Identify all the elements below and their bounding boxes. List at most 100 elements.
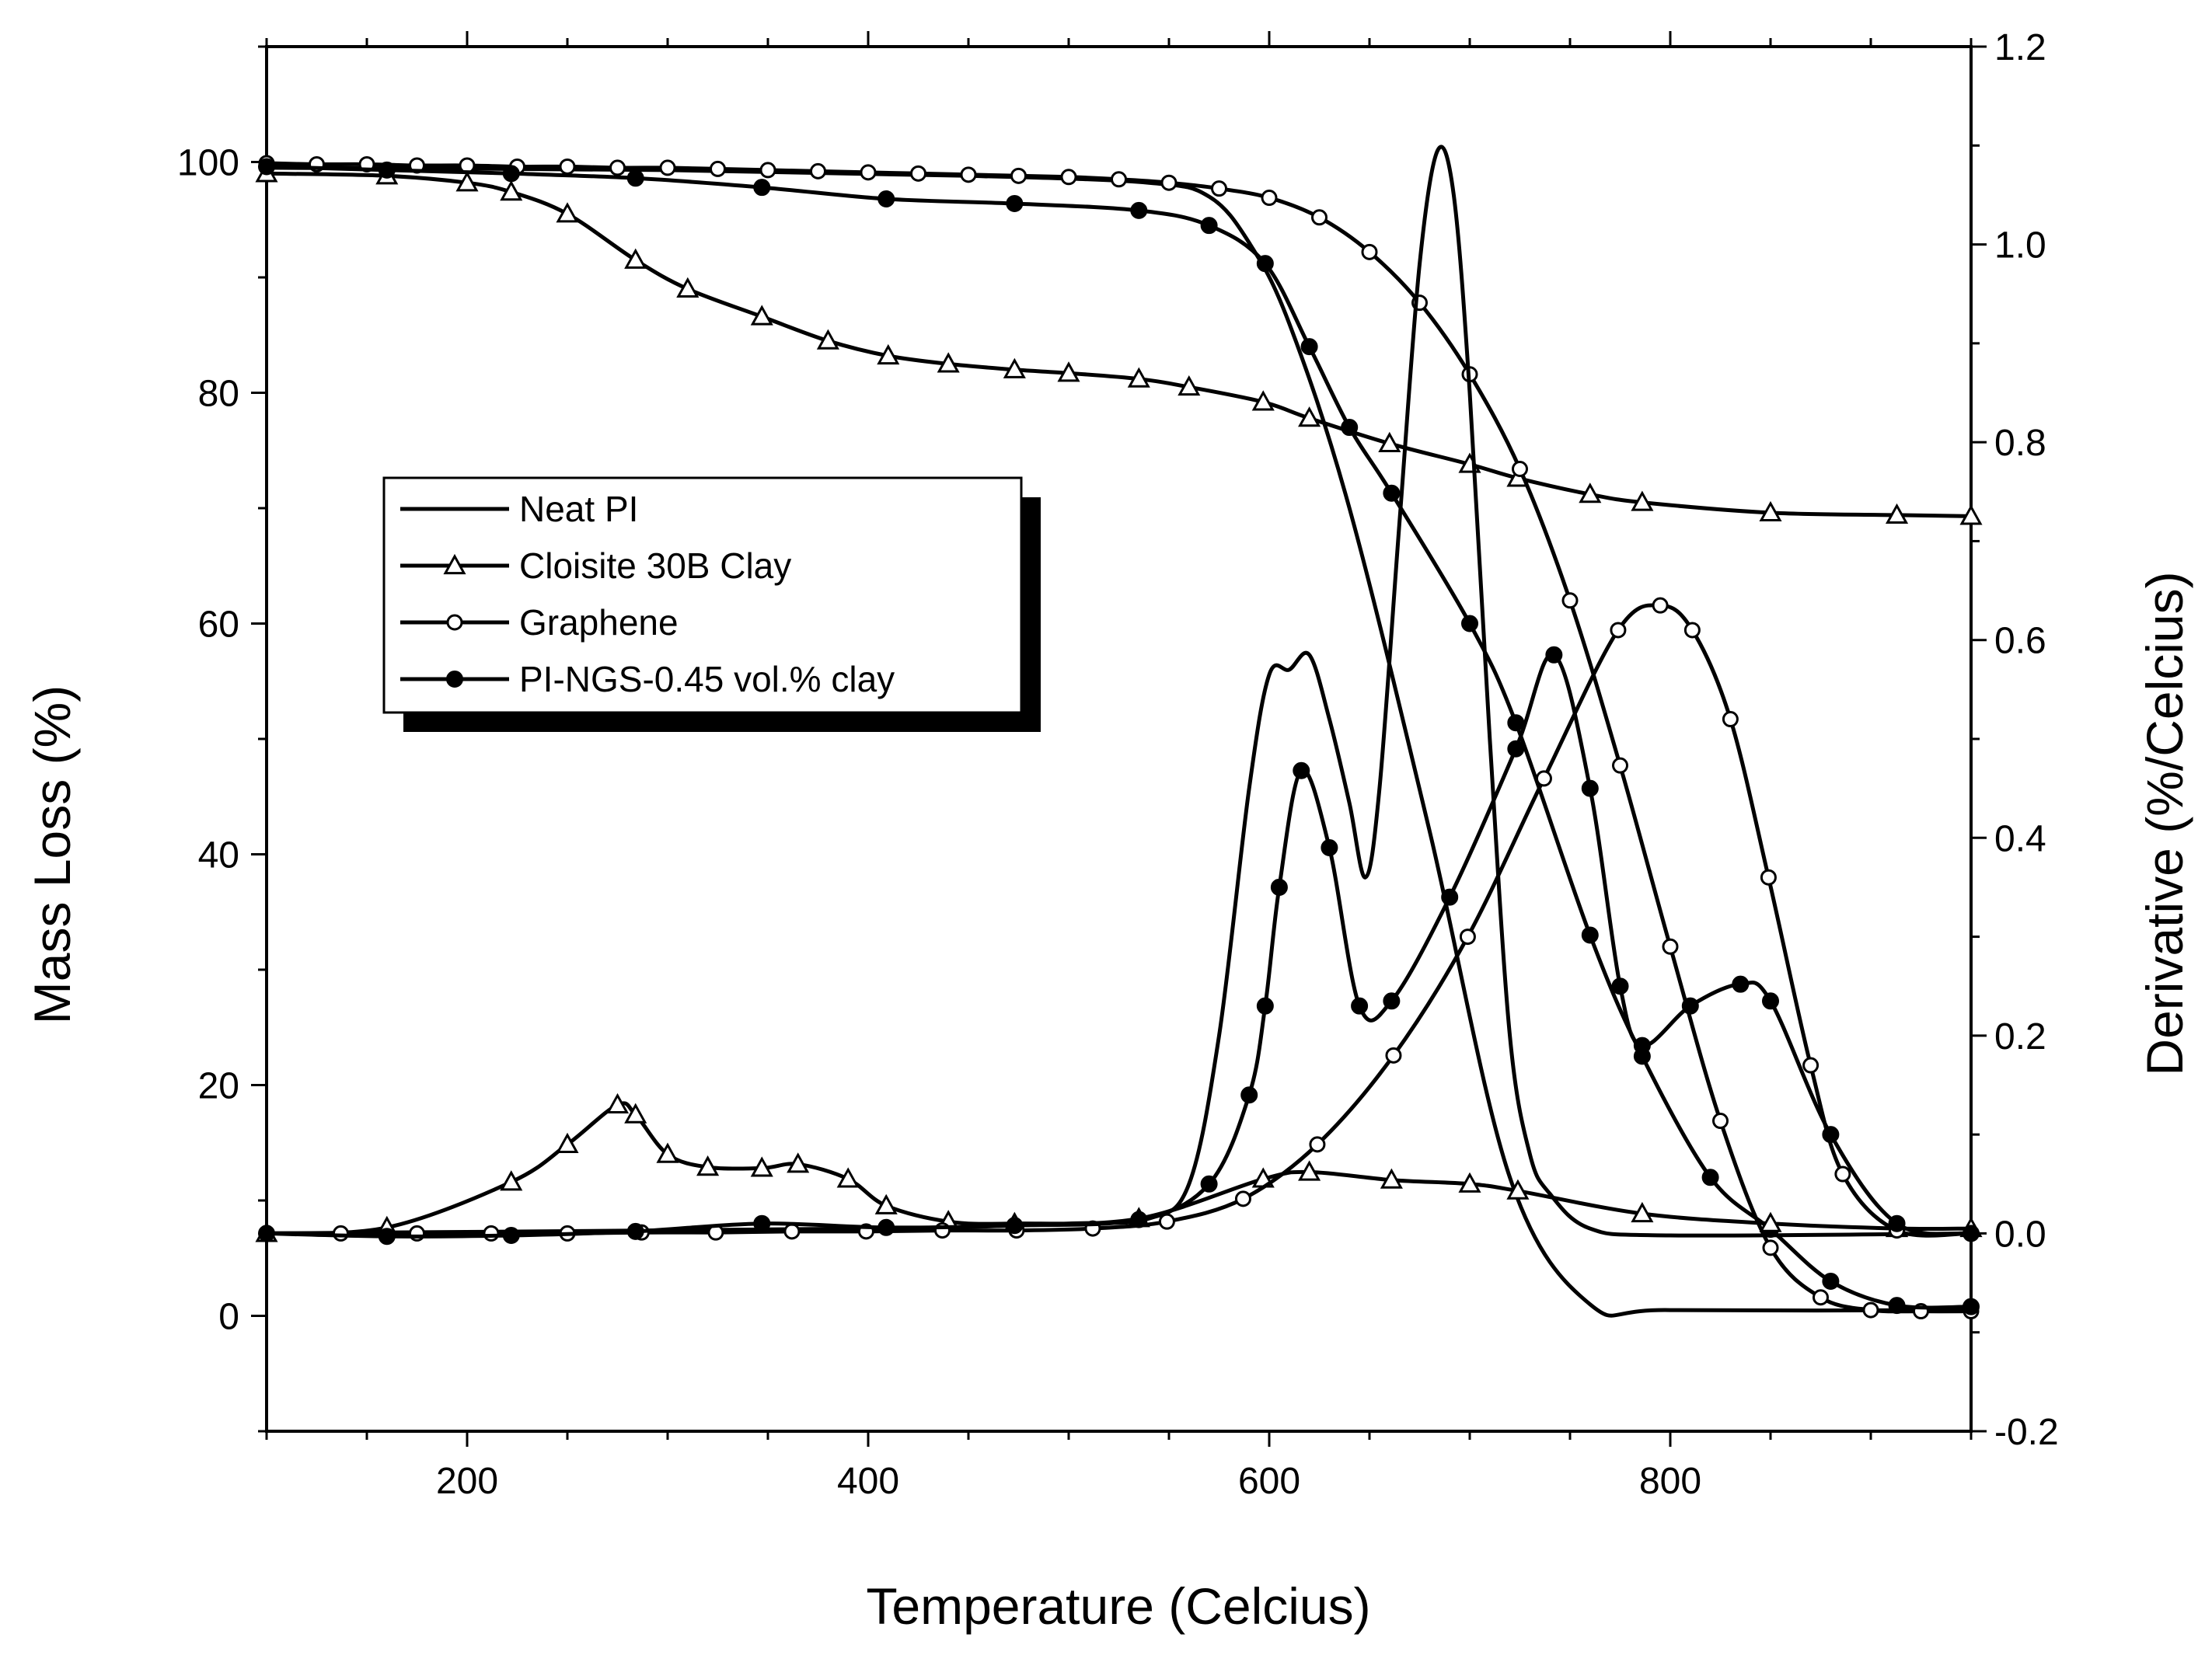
- data-point: [759, 162, 776, 179]
- data-point: [1178, 375, 1201, 396]
- x-axis-title: Temperature (Celcius): [866, 1577, 1370, 1635]
- legend-entry: Cloisite 30B Clay: [400, 545, 791, 586]
- data-point: [624, 248, 647, 269]
- data-point: [258, 158, 275, 176]
- data-point: [1963, 1225, 1980, 1242]
- y-axis-title: Mass Loss (%): [23, 685, 81, 1024]
- data-point: [1963, 1298, 1980, 1315]
- y-tick-label: 100: [177, 143, 239, 184]
- data-point: [1535, 770, 1552, 787]
- y-tick-label: 80: [198, 374, 239, 415]
- data-point: [1834, 1165, 1851, 1183]
- data-point: [1127, 367, 1150, 388]
- series-layer: [255, 145, 1983, 1320]
- data-point: [1111, 171, 1127, 188]
- data-point: [1378, 431, 1401, 452]
- data-point: [1458, 1172, 1481, 1193]
- data-point: [556, 1132, 579, 1153]
- data-point: [1309, 1136, 1326, 1153]
- data-point: [750, 1156, 773, 1177]
- legend-label: Cloisite 30B Clay: [519, 545, 791, 586]
- data-point: [1461, 615, 1478, 632]
- data-point: [559, 158, 576, 175]
- data-point: [1759, 500, 1782, 522]
- data-point: [1383, 992, 1401, 1010]
- y2-axis-title: Derivative (%/Celcius): [2136, 571, 2193, 1075]
- data-point: [810, 162, 826, 179]
- data-point: [874, 1193, 898, 1214]
- data-point: [659, 159, 676, 176]
- data-point: [1581, 926, 1599, 944]
- data-point: [626, 169, 644, 187]
- y2-tick-label: 1.2: [1994, 27, 2046, 68]
- data-point: [1293, 761, 1310, 779]
- data-point: [816, 329, 839, 350]
- data-point: [1885, 503, 1909, 524]
- legend-label: Neat PI: [519, 489, 638, 529]
- data-point: [1200, 217, 1218, 235]
- data-point: [783, 1223, 801, 1240]
- x-tick-label: 200: [436, 1461, 498, 1502]
- data-point: [1385, 1047, 1402, 1064]
- data-point: [1341, 419, 1359, 437]
- x-tick-label: 600: [1238, 1461, 1300, 1502]
- data-point: [710, 160, 726, 177]
- data-point: [258, 1225, 275, 1242]
- data-point: [556, 202, 579, 223]
- series-mass-1: [255, 162, 1983, 525]
- data-point: [624, 1103, 647, 1124]
- data-point: [676, 277, 700, 298]
- data-point: [502, 1226, 520, 1244]
- data-point: [1003, 357, 1026, 378]
- series-derivative-7: [258, 646, 1980, 1246]
- data-point: [1762, 1239, 1779, 1256]
- x-tick-label: 400: [837, 1461, 899, 1502]
- data-point: [455, 171, 479, 192]
- legend-label: Graphene: [519, 602, 679, 643]
- y2-tick-label: 0.0: [1994, 1214, 2046, 1255]
- y-axis-ticks: 0 20 40 60 80 100: [177, 45, 267, 1433]
- data-point: [605, 1092, 630, 1114]
- data-point: [1251, 390, 1275, 411]
- y-tick-label: 40: [198, 835, 239, 876]
- data-point: [378, 1228, 396, 1246]
- series-line: [264, 164, 1973, 1310]
- data-point: [1545, 646, 1563, 664]
- data-point: [1652, 597, 1669, 614]
- data-point: [1507, 740, 1525, 758]
- data-point: [1351, 997, 1369, 1015]
- data-point: [1256, 997, 1274, 1015]
- data-point: [500, 180, 523, 201]
- data-point: [1506, 1179, 1530, 1200]
- data-point: [1441, 888, 1459, 906]
- data-point: [1760, 869, 1777, 886]
- data-point: [1010, 167, 1027, 184]
- data-point: [1683, 622, 1701, 639]
- data-point: [877, 1218, 895, 1236]
- legend-entry: PI-NGS-0.45 vol.% clay: [400, 659, 895, 699]
- y2-axis-ticks: -0.2 0.0 0.2 0.4 0.6 0.8 1.0 1.2: [1971, 27, 2059, 1453]
- series-line: [264, 652, 1973, 1239]
- data-point: [1300, 338, 1318, 356]
- data-point: [1383, 484, 1401, 502]
- data-point: [1759, 1211, 1782, 1232]
- data-point: [1822, 1126, 1840, 1144]
- data-point: [1561, 592, 1579, 609]
- data-point: [1888, 1297, 1906, 1315]
- data-point: [1006, 194, 1024, 212]
- series-mass-0: [264, 166, 1973, 1318]
- legend-marker: [446, 671, 463, 688]
- data-point: [696, 1155, 720, 1176]
- data-point: [1681, 997, 1699, 1015]
- data-point: [1610, 622, 1627, 639]
- data-point: [750, 305, 773, 326]
- data-point: [877, 343, 900, 365]
- y2-tick-label: 1.0: [1994, 225, 2046, 267]
- data-point: [1762, 992, 1779, 1010]
- data-point: [836, 1167, 860, 1188]
- data-point: [1298, 1160, 1321, 1181]
- legend-entries: Neat PI Cloisite 30B Clay Graphene PI-NGS-0…: [400, 489, 895, 699]
- data-point: [483, 1225, 500, 1242]
- data-point: [1459, 929, 1476, 946]
- data-point: [378, 161, 396, 179]
